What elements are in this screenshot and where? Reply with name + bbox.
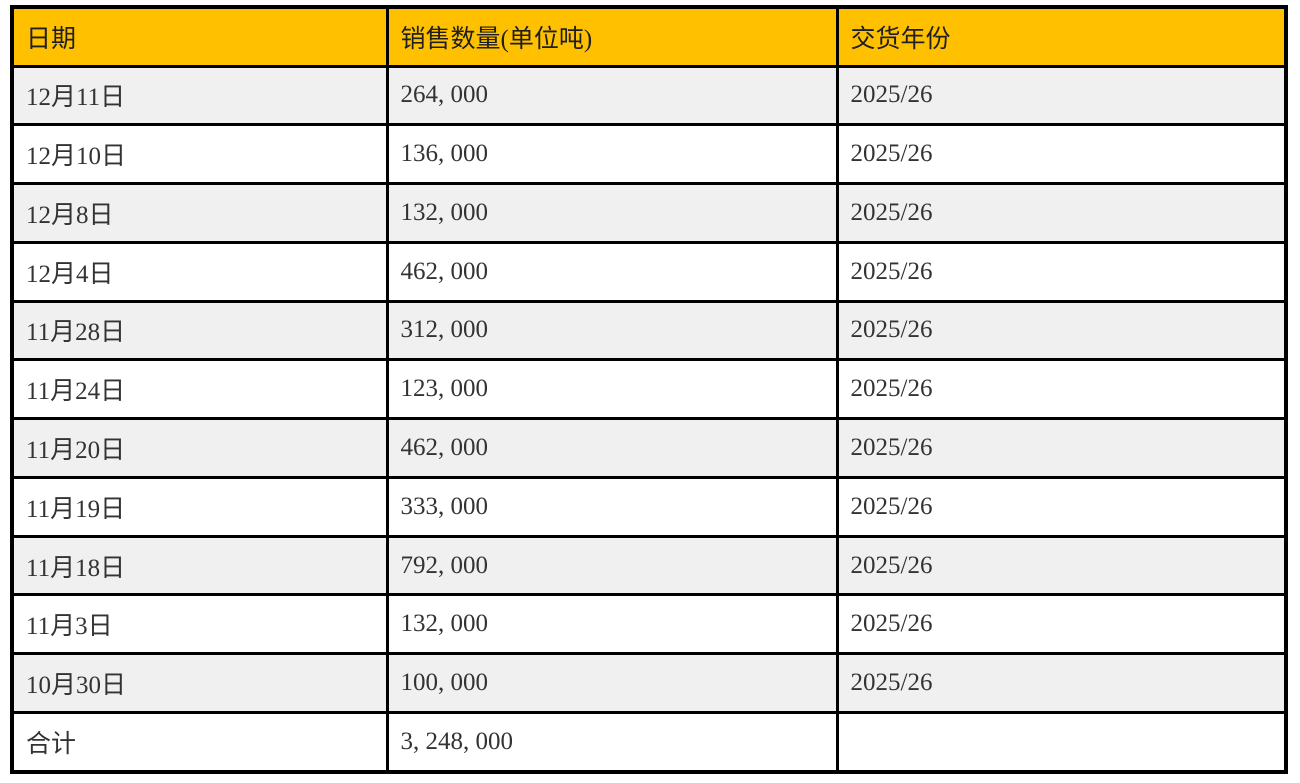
quantity-cell: 462, 000 xyxy=(385,417,839,479)
quantity-cell: 136, 000 xyxy=(385,123,839,186)
year-cell: 2025/26 xyxy=(835,652,1288,714)
table-row: 11月18日 792, 000 2025/26 xyxy=(10,534,1288,597)
total-label-cell: 合计 xyxy=(10,710,389,774)
table-row: 12月8日 132, 000 2025/26 xyxy=(10,182,1288,244)
date-cell: 11月24日 xyxy=(10,358,389,421)
year-cell: 2025/26 xyxy=(835,475,1288,538)
quantity-cell: 132, 000 xyxy=(385,182,839,244)
date-cell: 12月10日 xyxy=(10,123,389,186)
table-row: 12月11日 264, 000 2025/26 xyxy=(10,64,1288,127)
table-row: 11月3日 132, 000 2025/26 xyxy=(10,593,1288,656)
date-cell: 11月18日 xyxy=(10,534,389,597)
year-cell: 2025/26 xyxy=(835,123,1288,186)
quantity-cell: 123, 000 xyxy=(385,358,839,421)
date-cell: 11月20日 xyxy=(10,417,389,479)
header-row: 日期 销售数量(单位吨) 交货年份 xyxy=(10,5,1288,68)
quantity-cell: 100, 000 xyxy=(385,652,839,714)
date-cell: 11月28日 xyxy=(10,299,389,362)
table-row: 11月19日 333, 000 2025/26 xyxy=(10,475,1288,538)
table-row: 10月30日 100, 000 2025/26 xyxy=(10,652,1288,714)
year-cell: 2025/26 xyxy=(835,240,1288,303)
table-row: 11月20日 462, 000 2025/26 xyxy=(10,417,1288,479)
table-row: 12月4日 462, 000 2025/26 xyxy=(10,240,1288,303)
year-cell: 2025/26 xyxy=(835,64,1288,127)
column-header-year: 交货年份 xyxy=(835,5,1288,68)
year-cell: 2025/26 xyxy=(835,299,1288,362)
year-cell: 2025/26 xyxy=(835,182,1288,244)
year-cell: 2025/26 xyxy=(835,358,1288,421)
sales-table: 日期 销售数量(单位吨) 交货年份 12月11日 264, 000 2025/26 1… xyxy=(10,5,1288,774)
date-cell: 12月8日 xyxy=(10,182,389,244)
quantity-cell: 462, 000 xyxy=(385,240,839,303)
total-quantity-cell: 3, 248, 000 xyxy=(385,710,839,774)
quantity-cell: 312, 000 xyxy=(385,299,839,362)
year-cell: 2025/26 xyxy=(835,417,1288,479)
column-header-date: 日期 xyxy=(10,5,389,68)
quantity-cell: 792, 000 xyxy=(385,534,839,597)
date-cell: 12月4日 xyxy=(10,240,389,303)
column-header-quantity: 销售数量(单位吨) xyxy=(385,5,839,68)
date-cell: 10月30日 xyxy=(10,652,389,714)
table-row: 12月10日 136, 000 2025/26 xyxy=(10,123,1288,186)
quantity-cell: 264, 000 xyxy=(385,64,839,127)
total-row: 合计 3, 248, 000 xyxy=(10,710,1288,774)
date-cell: 11月19日 xyxy=(10,475,389,538)
quantity-cell: 333, 000 xyxy=(385,475,839,538)
table-row: 11月28日 312, 000 2025/26 xyxy=(10,299,1288,362)
quantity-cell: 132, 000 xyxy=(385,593,839,656)
year-cell: 2025/26 xyxy=(835,534,1288,597)
total-year-cell xyxy=(835,710,1288,774)
year-cell: 2025/26 xyxy=(835,593,1288,656)
date-cell: 11月3日 xyxy=(10,593,389,656)
date-cell: 12月11日 xyxy=(10,64,389,127)
table-row: 11月24日 123, 000 2025/26 xyxy=(10,358,1288,421)
